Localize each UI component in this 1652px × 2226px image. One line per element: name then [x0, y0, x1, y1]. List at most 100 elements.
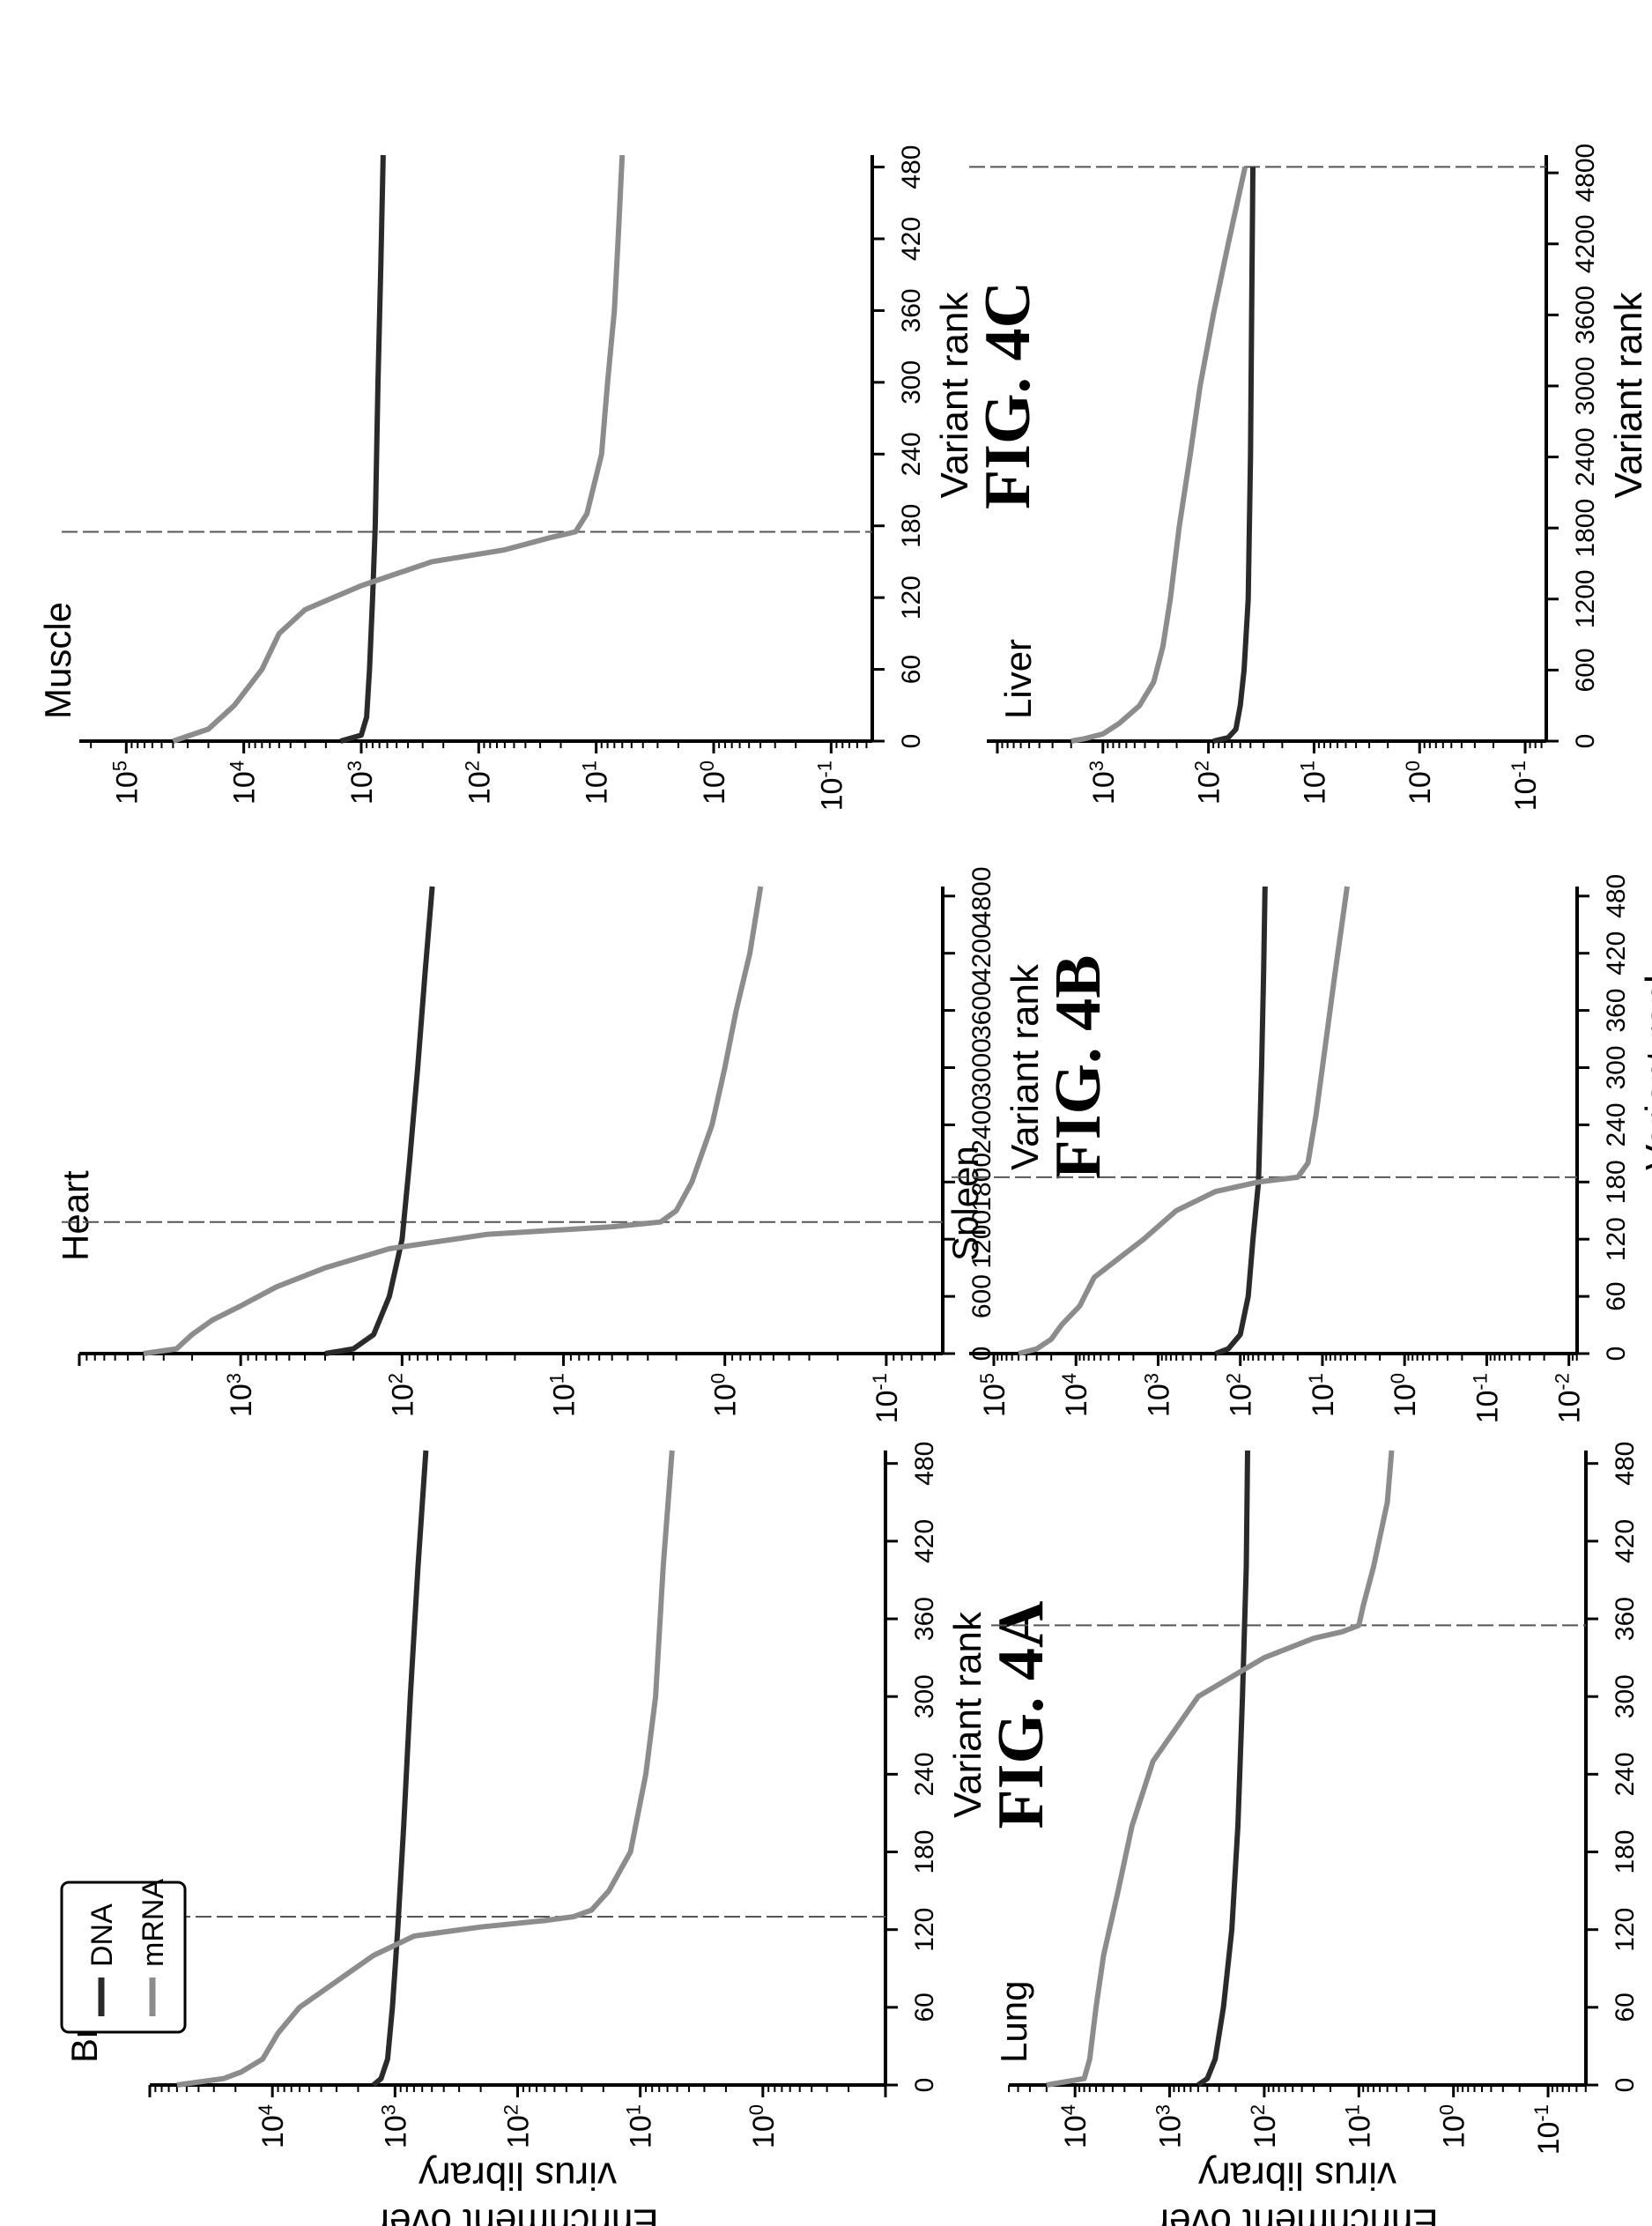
- chart-fig-4e: 105 104 103 102 101 100 10-1 10-2 0 60 120 180 240 30…: [945, 874, 1652, 1424]
- y-tick-label: 10-1: [868, 1373, 904, 1423]
- figure-label: FIG. 4F: [1646, 285, 1652, 506]
- x-tick-label: 3600: [1571, 286, 1600, 345]
- series-line-dna: [1196, 1450, 1250, 2088]
- y-tick-label: 105: [108, 761, 144, 805]
- x-tick-label: 3000: [967, 1038, 996, 1097]
- x-tick-label: 360: [910, 1597, 939, 1641]
- x-tick-label: 60: [1611, 1992, 1640, 2022]
- chart-title: Liver: [997, 639, 1039, 719]
- y-tick-label: 100: [745, 2104, 781, 2148]
- y-tick-label: 10-1: [1508, 761, 1544, 811]
- y-tick-label: 10-2: [1551, 1373, 1587, 1423]
- x-axis-label: Variant rank: [933, 292, 976, 499]
- series-line-mrna: [143, 886, 764, 1356]
- y-tick-label: 100: [696, 761, 732, 805]
- y-tick-label: 103: [377, 2104, 413, 2148]
- x-tick-label: 2400: [1571, 427, 1600, 486]
- x-tick-label: 300: [1602, 1045, 1631, 1089]
- y-tick-label: 100: [1435, 2104, 1471, 2148]
- y-tick-label: 101: [545, 1373, 582, 1417]
- x-tick-label: 240: [1602, 1102, 1631, 1146]
- x-axis-label: Variant rank: [1647, 1611, 1652, 1818]
- y-tick-label: 100: [1387, 1373, 1423, 1417]
- x-tick-label: 0: [910, 2078, 939, 2093]
- y-tick-label: 101: [1296, 761, 1332, 805]
- x-tick-label: 480: [910, 1442, 939, 1486]
- chart-title: Lung: [993, 1981, 1034, 2063]
- x-tick-label: 600: [1571, 648, 1600, 692]
- y-tick-label: 10-1: [1530, 2104, 1567, 2155]
- x-axis-label: Variant rank: [1607, 292, 1650, 499]
- y-tick-label: 102: [384, 1373, 420, 1417]
- x-tick-label: 4200: [967, 924, 996, 983]
- y-tick-label: 105: [975, 1373, 1011, 1417]
- series-line-mrna: [1018, 886, 1350, 1356]
- y-tick-label: 104: [226, 761, 262, 805]
- series-line-mrna: [1046, 1450, 1395, 2088]
- y-tick-label: 101: [1304, 1373, 1340, 1417]
- x-axis-label: Variant rank: [1004, 963, 1047, 1170]
- chart-fig-4b: 10310210110010-1060012001800240030003600…: [55, 866, 1115, 1423]
- y-tick-label: 102: [500, 2104, 536, 2148]
- chart-title: Muscle: [37, 602, 78, 719]
- x-tick-label: 0: [1571, 734, 1600, 749]
- x-tick-label: 120: [897, 575, 926, 620]
- x-tick-label: 1200: [967, 1210, 996, 1269]
- y-tick-label: 102: [461, 761, 497, 805]
- y-tick-label: 102: [1190, 761, 1226, 805]
- y-axis-label: Enrichment overvirus library: [1156, 2155, 1438, 2226]
- figure-label: FIG. 4C: [972, 281, 1044, 509]
- x-axis-label: Variant rank: [946, 1611, 989, 1818]
- x-tick-label: 60: [897, 655, 926, 684]
- series-line-mrna: [176, 1450, 675, 2088]
- legend-label: mRNA: [137, 1879, 170, 1967]
- x-tick-label: 4800: [1571, 144, 1600, 203]
- y-tick-label: 100: [1402, 761, 1438, 805]
- x-tick-label: 600: [967, 1274, 996, 1318]
- x-tick-label: 360: [1611, 1597, 1640, 1641]
- x-tick-label: 420: [1611, 1519, 1640, 1563]
- x-tick-label: 0: [1611, 2078, 1640, 2093]
- x-tick-label: 300: [910, 1674, 939, 1718]
- x-tick-label: 0: [897, 734, 926, 749]
- y-tick-label: 10-1: [813, 761, 849, 811]
- x-tick-label: 3600: [967, 981, 996, 1040]
- x-tick-label: 360: [897, 288, 926, 332]
- x-tick-label: 360: [1602, 989, 1631, 1033]
- x-tick-label: 0: [1602, 1347, 1631, 1362]
- y-tick-label: 104: [1057, 2104, 1093, 2148]
- series-line-dna: [324, 886, 435, 1356]
- x-tick-label: 180: [910, 1829, 939, 1874]
- x-tick-label: 420: [1602, 931, 1631, 976]
- x-tick-label: 240: [910, 1752, 939, 1796]
- x-tick-label: 60: [1602, 1281, 1631, 1310]
- x-tick-label: 180: [897, 504, 926, 548]
- x-tick-label: 120: [1602, 1217, 1631, 1261]
- x-tick-label: 180: [1602, 1160, 1631, 1204]
- figure-label: FIG. 4B: [1042, 955, 1115, 1180]
- x-tick-label: 420: [910, 1519, 939, 1563]
- y-tick-label: 10-1: [1469, 1373, 1505, 1423]
- x-axis-label: Variant rank: [1638, 963, 1652, 1170]
- x-tick-label: 4800: [967, 866, 996, 925]
- y-tick-label: 102: [1246, 2104, 1282, 2148]
- legend-label: DNA: [85, 1903, 119, 1967]
- x-tick-label: 480: [897, 145, 926, 189]
- y-tick-label: 103: [223, 1373, 259, 1417]
- x-tick-label: 240: [897, 432, 926, 476]
- x-tick-label: 1800: [967, 1153, 996, 1212]
- x-tick-label: 300: [897, 360, 926, 404]
- x-tick-label: 1200: [1571, 569, 1600, 628]
- x-tick-label: 3000: [1571, 357, 1600, 416]
- series-line-dna: [1212, 167, 1256, 744]
- y-tick-label: 101: [1341, 2104, 1377, 2148]
- chart-fig-4a: 104 103 102 101 100 0 60 120 180 240 300 360 420 480 V…: [60, 1442, 1057, 2226]
- y-tick-label: 100: [707, 1373, 743, 1417]
- x-tick-label: 60: [910, 1992, 939, 2022]
- x-tick-label: 2400: [967, 1095, 996, 1154]
- y-tick-label: 103: [1085, 761, 1121, 805]
- x-tick-label: 180: [1611, 1829, 1640, 1874]
- y-tick-label: 103: [1140, 1373, 1176, 1417]
